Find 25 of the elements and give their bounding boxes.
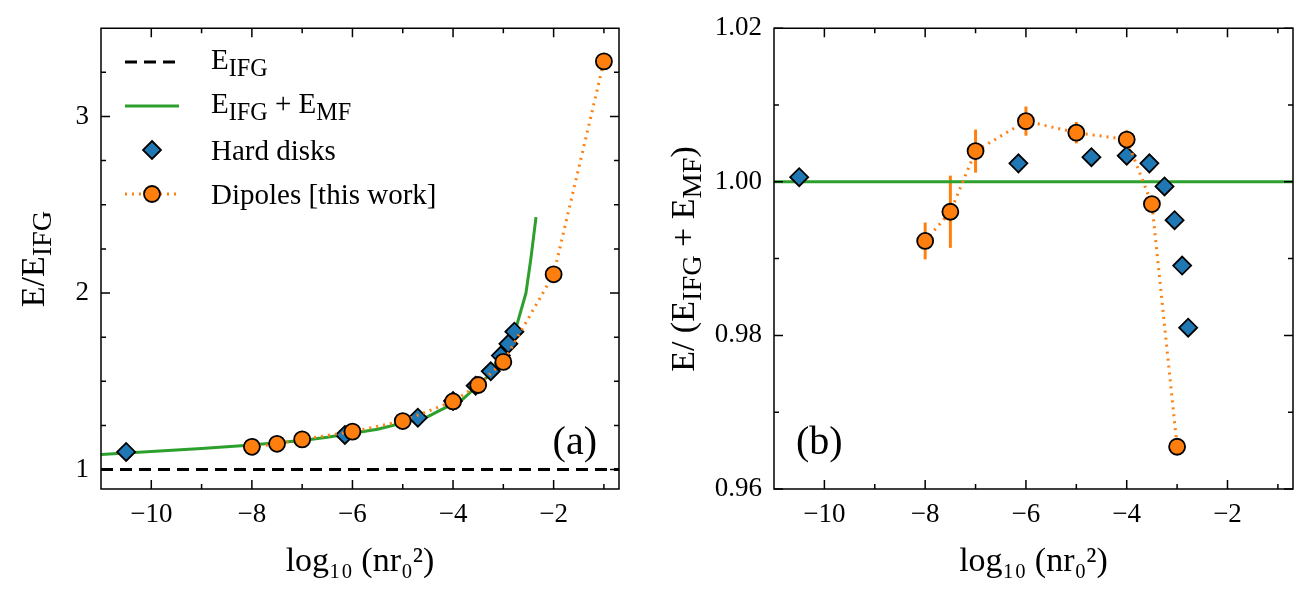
- x-axis-title: log₁₀ (nr₀²): [285, 541, 435, 579]
- x-tick-label: −4: [438, 498, 468, 529]
- legend-label: Hard disks: [211, 133, 336, 167]
- x-tick-label: −6: [338, 498, 367, 529]
- annotation: (b): [796, 417, 843, 464]
- x-tick-label: −2: [1213, 498, 1242, 529]
- x-tick-label: −8: [910, 498, 940, 529]
- y-tick-label: 1.02: [714, 11, 762, 42]
- legend-label: E$_{IFG}$ + E$_{MF}$: [211, 86, 352, 126]
- y-tick-label: 3: [75, 99, 89, 130]
- legend-label: E$_{IFG}$: [211, 42, 268, 82]
- annotation: (a): [552, 417, 597, 464]
- x-tick-label: −2: [539, 498, 568, 529]
- y-tick-label: 0.96: [714, 472, 762, 503]
- x-tick-label: −10: [130, 498, 173, 529]
- y-tick-label: 1.00: [714, 164, 762, 195]
- x-tick-label: −10: [803, 498, 846, 529]
- x-axis-title: log₁₀ (nr₀²): [959, 541, 1108, 579]
- y-tick-label: 1: [75, 452, 89, 483]
- x-tick-label: −4: [1112, 498, 1142, 529]
- legend-label: Dipoles [this work]: [211, 177, 437, 211]
- x-tick-label: −8: [237, 498, 267, 529]
- y-tick-label: 2: [75, 276, 89, 307]
- y-tick-label: 0.98: [714, 318, 762, 349]
- x-tick-label: −6: [1011, 498, 1041, 529]
